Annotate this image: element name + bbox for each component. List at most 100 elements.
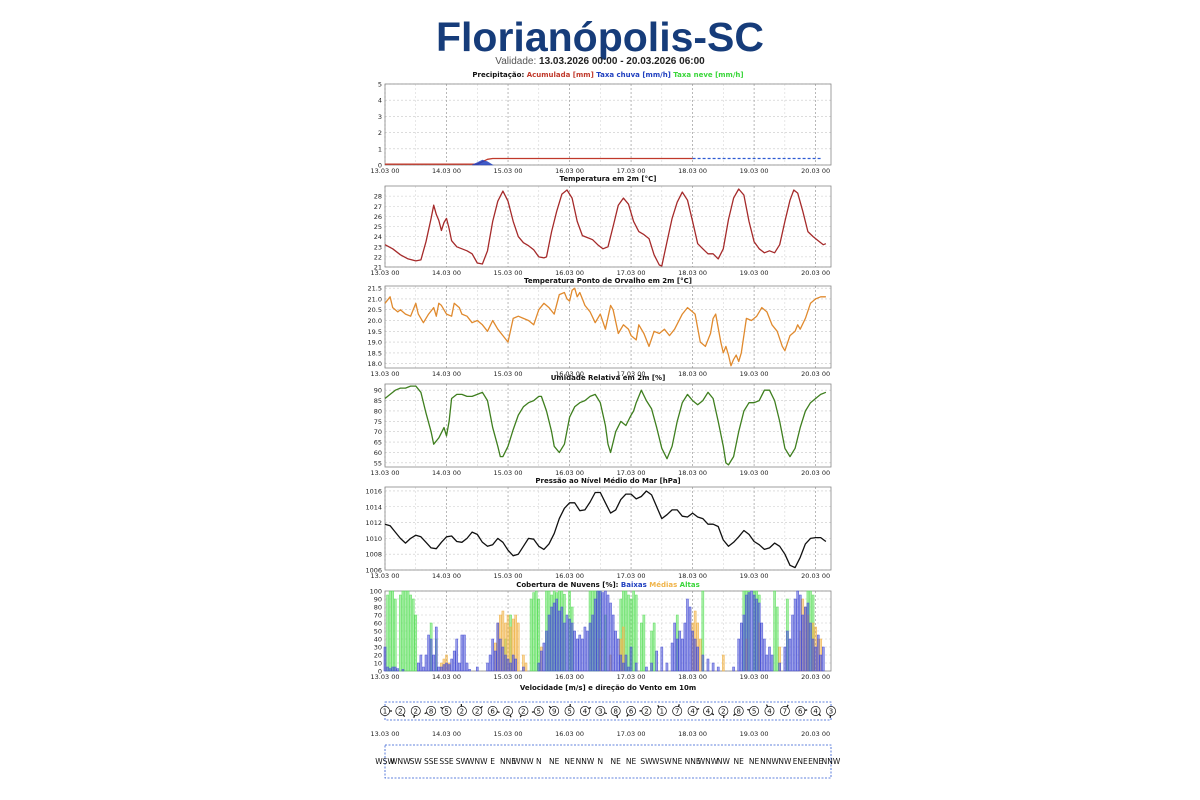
cloud-bar <box>678 630 682 672</box>
wind-speed-circle <box>641 706 652 716</box>
cloud-bar <box>788 638 792 672</box>
cloud-bar <box>596 590 600 672</box>
y-tick-label: 60 <box>374 449 382 457</box>
wind-direction-label: NNW <box>576 757 595 766</box>
x-tick-label: 13.03 00 <box>371 469 400 477</box>
cloud-bar <box>814 646 817 672</box>
wind-speed-value: 6 <box>629 708 634 716</box>
wind-speed-circle <box>503 706 513 716</box>
cloud-bar <box>414 614 418 672</box>
y-tick-label: 2 <box>378 129 382 137</box>
cloud-bar <box>440 666 443 672</box>
y-tick-label: 70 <box>374 428 382 436</box>
cloud-bar <box>422 666 425 672</box>
cloud-bar <box>434 626 438 672</box>
cloud-bar <box>542 642 546 672</box>
cloud-bar <box>773 590 776 672</box>
chart-rh: Umidade Relativa em 2m [%] 55 60 65 70 75 80 85… <box>371 374 832 477</box>
x-tick-label: 17.03 00 <box>617 469 646 477</box>
cloud-bar <box>673 622 676 672</box>
chart-title-part: Acumulada [mm] <box>527 71 594 79</box>
cloud-bar <box>488 654 492 672</box>
wind-speed-value: 1 <box>383 708 387 716</box>
wind-speed-value: 2 <box>521 708 525 716</box>
y-tick-label: 80 <box>374 407 382 415</box>
cloud-bar <box>750 590 753 672</box>
cloud-bar <box>437 666 441 672</box>
cloud-bar <box>619 654 623 672</box>
cloud-bar <box>822 646 825 672</box>
cloud-bar <box>801 614 805 672</box>
plot-frame <box>384 383 832 468</box>
x-tick-label: 15.03 00 <box>494 673 523 681</box>
y-tick-label: 40 <box>374 636 382 644</box>
cloud-bar <box>468 669 471 672</box>
cloud-bar <box>465 662 469 672</box>
series-line <box>384 188 827 267</box>
wind-speed-circle <box>779 706 790 716</box>
cloud-bar <box>432 654 435 672</box>
cloud-bar <box>655 650 658 672</box>
cloud-bar <box>419 654 423 672</box>
y-tick-label: 75 <box>374 418 382 426</box>
y-tick-label: 27 <box>374 203 382 211</box>
chart-title-part: Taxa chuva [mm/h] <box>594 71 671 79</box>
cloud-bar <box>537 598 541 672</box>
cloud-bar <box>388 668 392 672</box>
y-tick-label: 19.5 <box>368 328 382 336</box>
x-tick-label: 17.03 00 <box>617 269 646 277</box>
cloud-bar <box>537 662 541 672</box>
wind-direction-label: WNW <box>698 757 719 766</box>
series-area <box>471 159 494 166</box>
cloud-bar <box>455 638 459 672</box>
cloud-bar <box>568 618 571 672</box>
x-tick-label: 15.03 00 <box>494 572 523 580</box>
wind-speed-circle <box>579 706 590 716</box>
plot-area <box>385 487 831 570</box>
wind-speed-circle <box>703 706 713 716</box>
cloud-bar <box>752 594 756 672</box>
plot-area <box>385 384 831 467</box>
y-tick-label: 18.0 <box>368 360 382 368</box>
cloud-bar <box>399 594 402 672</box>
cloud-bar <box>445 662 448 672</box>
cloud-bar <box>409 594 412 672</box>
cloud-bar <box>775 606 779 672</box>
chart-title-temp: Temperatura em 2m [°C] <box>560 175 657 183</box>
y-tick-label: 21.5 <box>368 285 382 293</box>
wind-speed-circle <box>656 706 667 716</box>
cloud-bar <box>575 638 579 672</box>
wind-direction-label: NNW <box>760 757 779 766</box>
page-title: Florianópolis-SC <box>436 14 764 60</box>
wind-speed-value: 8 <box>736 708 740 716</box>
wind-direction-label: NE <box>564 757 575 766</box>
cloud-bar <box>586 630 589 672</box>
wind-speed-circle <box>456 706 467 716</box>
y-tick-label: 0 <box>378 162 382 170</box>
cloud-bar <box>540 650 543 672</box>
meteogram: Precipitação: Acumulada [mm] Taxa chuva … <box>365 71 841 779</box>
wind-direction-label: SW <box>640 757 653 766</box>
cloud-bar <box>529 598 533 672</box>
wind-speed-box <box>384 701 832 721</box>
cloud-bar <box>442 664 446 672</box>
cloud-bar <box>791 614 794 672</box>
cloud-bar <box>622 662 625 672</box>
wind-speed-value: 5 <box>537 708 541 716</box>
y-tick-label: 20.5 <box>368 306 382 314</box>
cloud-bar <box>768 646 771 672</box>
wind-speed-circle <box>718 706 729 716</box>
plot-frame <box>384 486 832 571</box>
wind-direction-label: NE <box>549 757 560 766</box>
wind-direction-label: WNW <box>390 757 411 766</box>
x-tick-label: 14.03 00 <box>432 167 461 175</box>
cloud-bar <box>588 622 592 672</box>
cloud-bar <box>742 614 746 672</box>
y-tick-label: 60 <box>374 620 382 628</box>
y-tick-label: 1014 <box>365 503 382 511</box>
y-tick-label: 70 <box>374 612 382 620</box>
cloud-bar <box>809 622 812 672</box>
x-tick-label: 19.03 00 <box>740 269 769 277</box>
wind-speed-value: 1 <box>660 708 664 716</box>
cloud-bar <box>383 646 387 672</box>
